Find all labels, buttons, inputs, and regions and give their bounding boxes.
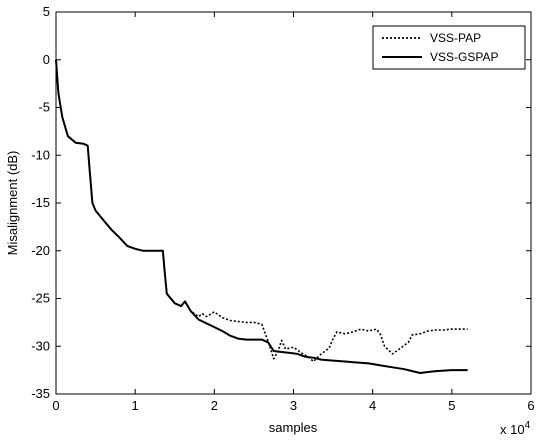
- x-tick-label: 6: [527, 398, 534, 413]
- x-tick-label: 2: [211, 398, 218, 413]
- legend-label-vss-gspap: VSS-GSPAP: [430, 50, 498, 64]
- x-multiplier-label: x 104: [500, 420, 531, 437]
- y-tick-label: -5: [38, 100, 50, 115]
- series-line-vss-gspap: [55, 59, 468, 374]
- legend: VSS-PAP VSS-GSPAP: [372, 25, 526, 70]
- axis-ticks: 0 1 2 3 4 5 6 5 0 -5 -10 -15 -20 -25 -30 -35: [31, 4, 534, 413]
- y-tick-label: -35: [31, 386, 50, 401]
- legend-box: [372, 25, 526, 70]
- legend-label-vss-pap: VSS-PAP: [430, 31, 481, 45]
- x-axis-label: samples: [269, 420, 318, 435]
- y-tick-label: -15: [31, 195, 50, 210]
- series-layer: [55, 59, 468, 374]
- plot-area: [55, 11, 532, 395]
- x-tick-label: 5: [448, 398, 455, 413]
- x-tick-label: 1: [132, 398, 139, 413]
- y-tick-label: 5: [43, 4, 50, 19]
- x-tick-label: 3: [290, 398, 297, 413]
- y-tick-label: 0: [43, 52, 50, 67]
- y-tick-label: -10: [31, 147, 50, 162]
- x-tick-label: 0: [52, 398, 59, 413]
- y-axis-label: Misalignment (dB): [5, 151, 20, 256]
- x-tick-label: 4: [369, 398, 376, 413]
- y-tick-label: -30: [31, 338, 50, 353]
- series-line-vss-pap: [55, 59, 468, 363]
- y-tick-label: -25: [31, 291, 50, 306]
- y-tick-label: -20: [31, 243, 50, 258]
